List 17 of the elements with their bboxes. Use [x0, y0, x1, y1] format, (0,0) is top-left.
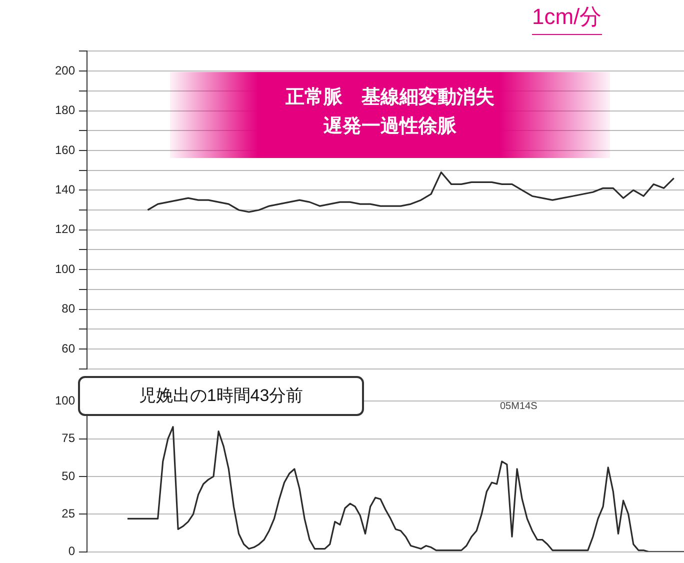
- y-tick-label: 60: [62, 341, 76, 356]
- annotation: 正常脈 基線細変動消失: [284, 86, 496, 110]
- annotation: 05M14S: [500, 401, 538, 412]
- y-tick-label: 140: [54, 182, 76, 196]
- annotation: 遅発一過性徐脈: [322, 115, 458, 139]
- y-tick-label: 75: [62, 431, 76, 446]
- text: 1cm/分: [532, 2, 602, 35]
- y-tick-label: 80: [62, 302, 76, 316]
- y-tick-label: 50: [62, 468, 76, 483]
- y-tick-label: 25: [62, 506, 76, 520]
- y-tick-label: 180: [54, 103, 76, 118]
- y-tick-label: 160: [54, 142, 76, 157]
- y-tick-label: 100: [54, 394, 76, 408]
- y-tick-label: 200: [54, 63, 76, 78]
- y-tick-label: 0: [68, 544, 76, 558]
- y-tick-label: 120: [54, 222, 76, 236]
- y-tick-label: 100: [54, 262, 76, 276]
